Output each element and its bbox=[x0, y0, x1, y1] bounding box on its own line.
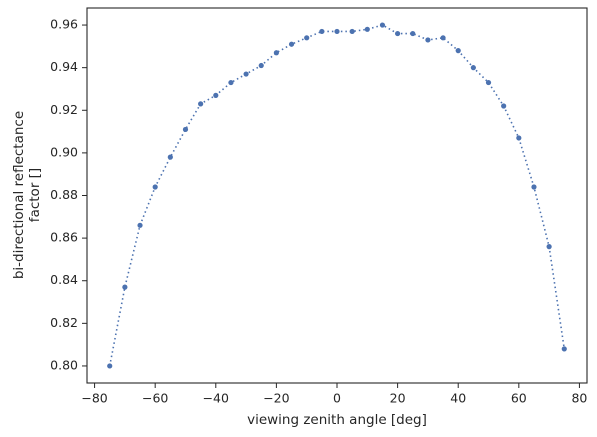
y-tick-label: 0.90 bbox=[50, 144, 78, 159]
data-point bbox=[122, 284, 128, 290]
x-tick-label: 80 bbox=[571, 391, 587, 406]
data-point bbox=[561, 346, 567, 352]
x-tick-label: −80 bbox=[81, 391, 107, 406]
data-point bbox=[198, 101, 204, 107]
data-point bbox=[470, 65, 476, 71]
data-point bbox=[228, 79, 234, 86]
data-point bbox=[364, 26, 370, 32]
data-point bbox=[288, 41, 295, 47]
x-tick-label: −40 bbox=[203, 391, 229, 406]
data-point bbox=[273, 50, 279, 56]
plot-frame bbox=[86, 7, 588, 384]
y-tick-label: 0.96 bbox=[50, 17, 78, 32]
data-point bbox=[516, 135, 522, 141]
y-tick-label: 0.92 bbox=[50, 102, 78, 117]
data-point bbox=[349, 28, 355, 35]
data-point bbox=[501, 103, 507, 109]
data-point bbox=[304, 35, 310, 41]
x-tick-label: −20 bbox=[263, 391, 289, 406]
data-point bbox=[167, 154, 173, 160]
data-point bbox=[258, 62, 264, 69]
data-point bbox=[243, 71, 249, 77]
x-tick-label: 40 bbox=[450, 391, 466, 406]
x-axis-label: viewing zenith angle [deg] bbox=[247, 412, 427, 428]
data-point bbox=[334, 28, 340, 35]
y-tick-label: 0.88 bbox=[50, 187, 78, 202]
data-point bbox=[319, 28, 325, 35]
data-point bbox=[440, 35, 446, 41]
data-point bbox=[410, 30, 416, 37]
data-point bbox=[395, 30, 401, 37]
series-line bbox=[108, 24, 566, 367]
y-axis-label: bi-directional reflectance bbox=[11, 111, 27, 279]
data-point bbox=[107, 363, 113, 369]
data-point bbox=[182, 126, 189, 133]
data-point bbox=[546, 244, 552, 250]
data-point bbox=[425, 37, 431, 43]
y-tick-label: 0.80 bbox=[50, 357, 78, 372]
data-point bbox=[137, 222, 143, 228]
y-tick-label: 0.82 bbox=[50, 315, 78, 330]
y-tick-label: 0.86 bbox=[50, 230, 78, 245]
y-tick-label: 0.84 bbox=[50, 272, 78, 287]
data-point bbox=[213, 92, 219, 98]
x-tick-label: 60 bbox=[511, 391, 527, 406]
data-point bbox=[485, 79, 492, 86]
data-point bbox=[531, 184, 537, 190]
x-tick-label: 0 bbox=[333, 391, 341, 406]
data-point bbox=[152, 184, 158, 190]
data-point bbox=[379, 22, 386, 28]
y-tick-label: 0.94 bbox=[50, 59, 78, 74]
data-point bbox=[455, 48, 461, 54]
x-tick-label: 20 bbox=[390, 391, 406, 406]
y-axis-label: factor [] bbox=[27, 168, 43, 222]
x-tick-label: −60 bbox=[142, 391, 168, 406]
